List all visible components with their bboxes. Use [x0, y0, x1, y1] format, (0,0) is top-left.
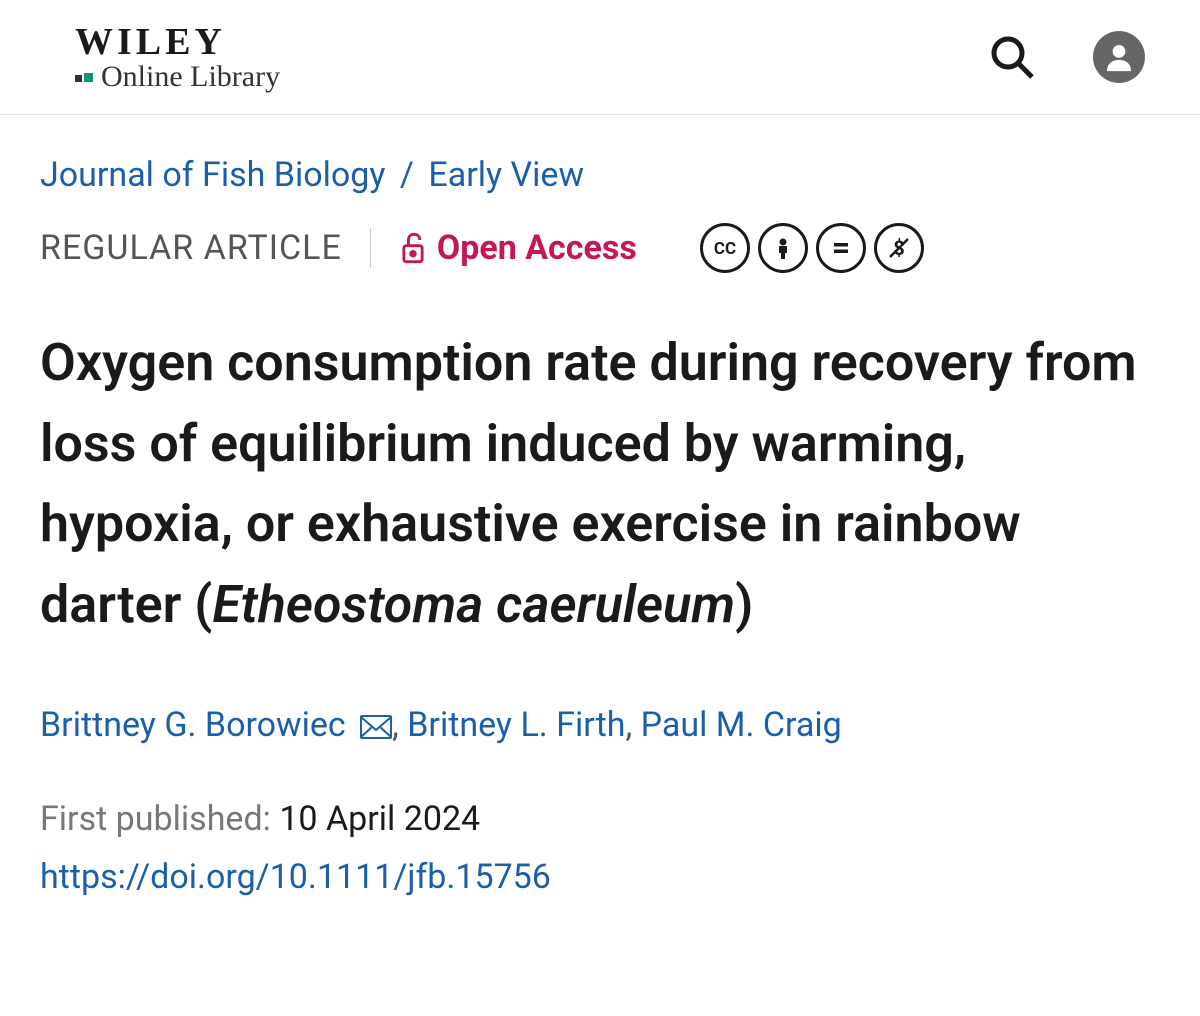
author-link[interactable]: Britney L. Firth: [407, 705, 625, 745]
person-icon: [1093, 31, 1145, 83]
page-header: WILEY Online Library: [0, 0, 1200, 115]
search-icon: [988, 33, 1036, 81]
breadcrumb-separator: /: [400, 155, 414, 195]
publication-info: First published: 10 April 2024 https://d…: [40, 791, 1160, 907]
cc-by-icon: [758, 223, 808, 273]
open-access-label: Open Access: [437, 228, 637, 268]
corresponding-author-mail-icon[interactable]: [360, 715, 392, 739]
title-species: Etheostoma caeruleum: [212, 574, 735, 635]
title-close: ): [735, 574, 753, 635]
wiley-logo[interactable]: WILEY Online Library: [75, 20, 280, 94]
author-separator: ,: [625, 705, 640, 745]
logo-squares-icon: [75, 73, 93, 82]
article-type-label: REGULAR ARTICLE: [40, 228, 371, 268]
article-content: Journal of Fish Biology / Early View REG…: [0, 115, 1200, 947]
search-button[interactable]: [986, 31, 1038, 83]
published-label: First published:: [40, 799, 271, 839]
cc-license-icons[interactable]: CC $: [700, 223, 924, 273]
article-title: Oxygen consumption rate during recovery …: [40, 323, 1160, 645]
open-lock-icon: [399, 232, 427, 264]
logo-subtitle-row: Online Library: [75, 60, 280, 94]
breadcrumb-section[interactable]: Early View: [428, 155, 584, 195]
svg-text:CC: CC: [714, 239, 736, 259]
published-date: 10 April 2024: [279, 799, 480, 839]
open-access-badge: Open Access: [399, 228, 637, 268]
cc-icon: CC: [700, 223, 750, 273]
breadcrumb-journal[interactable]: Journal of Fish Biology: [40, 155, 385, 195]
article-meta-row: REGULAR ARTICLE Open Access CC: [40, 223, 1160, 273]
breadcrumb: Journal of Fish Biology / Early View: [40, 155, 1160, 195]
authors-list: Brittney G. Borowiec , Britney L. Firth,…: [40, 700, 1160, 751]
header-actions: [986, 31, 1145, 83]
logo-subtitle: Online Library: [101, 60, 280, 94]
author-link[interactable]: Brittney G. Borowiec: [40, 705, 346, 745]
author-link[interactable]: Paul M. Craig: [641, 705, 842, 745]
author-separator: ,: [392, 705, 407, 745]
account-button[interactable]: [1093, 31, 1145, 83]
cc-nd-icon: [816, 223, 866, 273]
doi-link[interactable]: https://doi.org/10.1111/jfb.15756: [40, 849, 1160, 907]
cc-nc-icon: $: [874, 223, 924, 273]
logo-brand: WILEY: [75, 20, 280, 64]
